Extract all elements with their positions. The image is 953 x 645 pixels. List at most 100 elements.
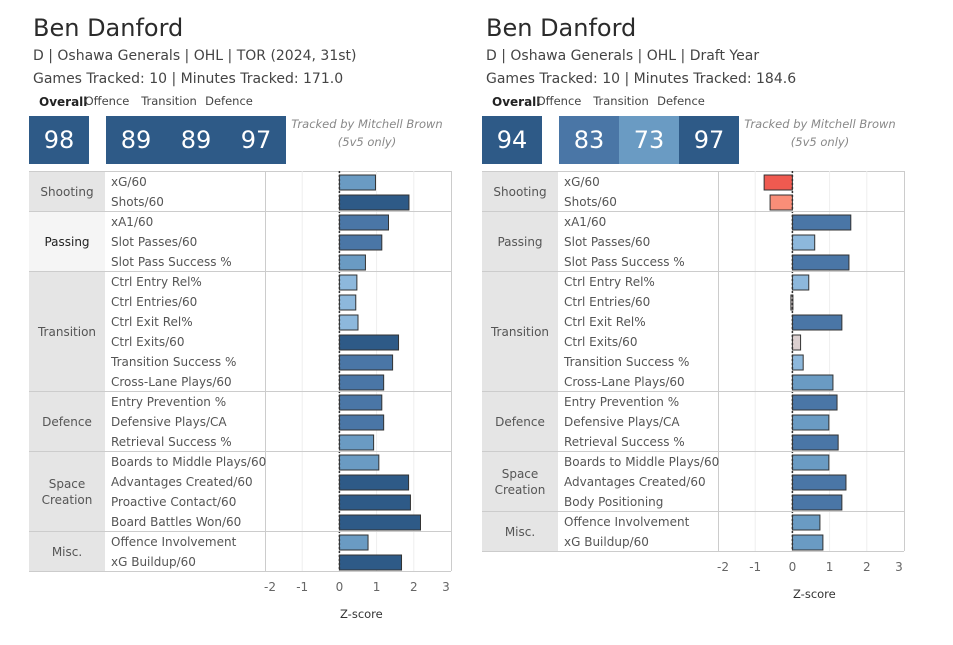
bar-advantages-created-60 bbox=[791, 474, 847, 491]
x-tick-label: 3 bbox=[895, 560, 903, 574]
metric-label: xG/60 bbox=[564, 175, 600, 189]
bar-ctrl-exit-rel bbox=[338, 314, 359, 331]
group-label-line: Defence bbox=[42, 414, 92, 429]
metric-label: Ctrl Entry Rel% bbox=[564, 275, 655, 289]
group-label-defence: Defence bbox=[482, 392, 558, 452]
bar-boards-to-middle-plays-60 bbox=[791, 454, 830, 471]
metric-label: Ctrl Exits/60 bbox=[564, 335, 638, 349]
metric-label: xG Buildup/60 bbox=[564, 535, 649, 549]
metric-label: xG/60 bbox=[111, 175, 147, 189]
bar-xa1-60 bbox=[338, 214, 390, 231]
bar-slot-passes-60 bbox=[791, 234, 816, 251]
metric-label: Offence Involvement bbox=[564, 515, 690, 529]
x-tick-label: 2 bbox=[863, 560, 871, 574]
metric-label: Slot Passes/60 bbox=[564, 235, 651, 249]
group-label-line: Creation bbox=[494, 482, 546, 497]
tracked-scope-text: (5v5 only) bbox=[337, 135, 397, 149]
group-label-text: Space Creation bbox=[495, 466, 546, 498]
bar-retrieval-success bbox=[791, 434, 839, 451]
group-separator bbox=[558, 391, 904, 392]
metric-label: Boards to Middle Plays/60 bbox=[111, 455, 267, 469]
group-label-transition: Transition bbox=[482, 272, 558, 392]
bar-body-positioning bbox=[791, 494, 843, 511]
metric-label: Ctrl Exit Rel% bbox=[111, 315, 193, 329]
bar-transition-success bbox=[791, 354, 804, 371]
group-label-text: Misc. bbox=[52, 544, 82, 560]
group-label-text: Passing bbox=[497, 234, 542, 250]
group-separator bbox=[105, 531, 451, 532]
bar-defensive-plays-ca bbox=[791, 414, 830, 431]
group-label-text: Shooting bbox=[493, 184, 546, 200]
score-label-defence: Defence bbox=[205, 94, 253, 108]
x-tick-label: 0 bbox=[336, 580, 344, 594]
group-separator bbox=[105, 391, 451, 392]
score-label-offence: Offence bbox=[84, 94, 130, 108]
metric-label: Slot Pass Success % bbox=[564, 255, 685, 269]
group-label-text: Transition bbox=[491, 324, 549, 340]
group-separator bbox=[105, 451, 451, 452]
overall-score: 98 bbox=[29, 116, 89, 164]
group-separator bbox=[105, 211, 451, 212]
score-defence: 97 bbox=[226, 116, 286, 164]
overall-score-box: 94 bbox=[482, 116, 542, 164]
group-label-misc: Misc. bbox=[482, 512, 558, 552]
overall-score-box: 98 bbox=[29, 116, 89, 164]
bar-xa1-60 bbox=[791, 214, 852, 231]
bar-xg-60 bbox=[338, 174, 376, 191]
group-label-misc: Misc. bbox=[29, 532, 105, 572]
metric-label: Ctrl Exit Rel% bbox=[564, 315, 646, 329]
player-name: Ben Danford bbox=[33, 14, 184, 42]
bar-cross-lane-plays-60 bbox=[791, 374, 834, 391]
overall-label: Overall bbox=[39, 95, 88, 109]
bar-entry-prevention bbox=[338, 394, 383, 411]
x-tick-label: -2 bbox=[264, 580, 276, 594]
bar-slot-pass-success bbox=[791, 254, 850, 271]
group-label-line: Transition bbox=[37, 324, 97, 339]
bar-defensive-plays-ca bbox=[338, 414, 385, 431]
component-score-box: 83 73 97 bbox=[559, 116, 739, 164]
group-label-line: Creation bbox=[41, 492, 93, 507]
group-separator bbox=[558, 211, 904, 212]
x-tick-label: 1 bbox=[373, 580, 381, 594]
metric-label: Slot Passes/60 bbox=[111, 235, 198, 249]
group-label-line: Space bbox=[501, 466, 539, 481]
group-separator bbox=[558, 551, 904, 552]
zscore-bar-chart: -2 -1 0 1 2 3 bbox=[264, 171, 450, 594]
group-label-space-creation: Space Creation bbox=[29, 452, 105, 532]
metric-label: Board Battles Won/60 bbox=[111, 515, 242, 529]
score-offence: 83 bbox=[559, 116, 619, 164]
metric-label: Boards to Middle Plays/60 bbox=[564, 455, 720, 469]
x-tick-label: 3 bbox=[442, 580, 450, 594]
chart-left-border bbox=[718, 171, 719, 551]
bar-cross-lane-plays-60 bbox=[338, 374, 385, 391]
group-label-text: Defence bbox=[42, 414, 92, 430]
metric-label: Cross-Lane Plays/60 bbox=[564, 375, 685, 389]
score-transition: 89 bbox=[166, 116, 226, 164]
group-label-shooting: Shooting bbox=[482, 172, 558, 212]
bar-retrieval-success bbox=[338, 434, 375, 451]
bar-transition-success bbox=[338, 354, 394, 371]
group-label-line: Defence bbox=[495, 414, 545, 429]
bar-shots-60 bbox=[769, 194, 793, 211]
metric-label: Ctrl Entries/60 bbox=[111, 295, 198, 309]
group-label-line: Transition bbox=[490, 324, 550, 339]
metric-label: xA1/60 bbox=[111, 215, 154, 229]
group-label-text: Space Creation bbox=[42, 476, 93, 508]
tracked-note: Tracked by Mitchell Brown (5v5 only) bbox=[287, 115, 447, 151]
metric-label: Ctrl Entry Rel% bbox=[111, 275, 202, 289]
tracked-by-text: Tracked by Mitchell Brown bbox=[291, 117, 443, 131]
group-label-text: Shooting bbox=[40, 184, 93, 200]
x-axis-title: Z-score bbox=[793, 587, 836, 601]
bar-advantages-created-60 bbox=[338, 474, 410, 491]
x-tick-label: 1 bbox=[826, 560, 834, 574]
bar-entry-prevention bbox=[791, 394, 838, 411]
metric-label: Transition Success % bbox=[111, 355, 237, 369]
group-label-line: Passing bbox=[497, 234, 543, 249]
bar-xg-buildup-60 bbox=[338, 554, 403, 571]
group-label-text: Passing bbox=[44, 234, 89, 250]
group-label-shooting: Shooting bbox=[29, 172, 105, 212]
bar-xg-60 bbox=[763, 174, 793, 191]
group-separator bbox=[105, 571, 451, 572]
metric-label: Offence Involvement bbox=[111, 535, 237, 549]
player-name: Ben Danford bbox=[486, 14, 637, 42]
